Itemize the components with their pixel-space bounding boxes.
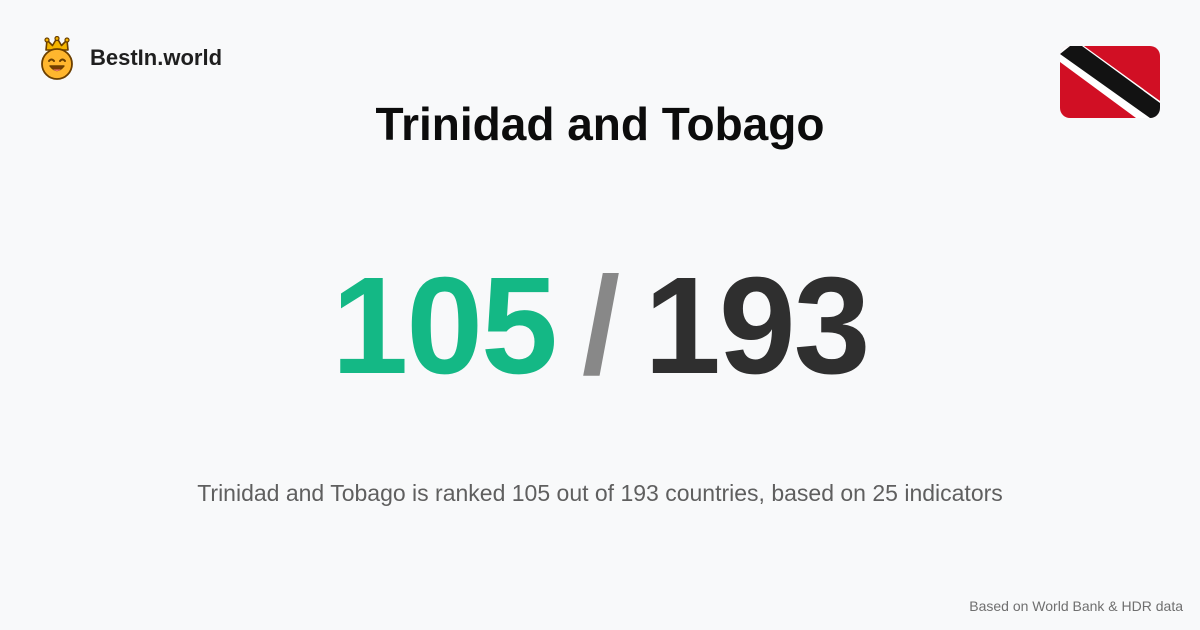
brand-name: BestIn.world xyxy=(90,45,223,70)
ranking-summary: Trinidad and Tobago is ranked 105 out of… xyxy=(197,480,1003,506)
crowned-smiley-icon xyxy=(41,36,73,80)
rank-separator: / xyxy=(581,249,620,403)
page-title: Trinidad and Tobago xyxy=(375,98,825,150)
rank-total: 193 xyxy=(644,249,870,403)
rank-display: 105/193 xyxy=(0,256,1200,396)
source-note: Based on World Bank & HDR data xyxy=(969,598,1183,614)
trinidad-and-tobago-flag-icon xyxy=(1060,46,1160,118)
rank-value: 105 xyxy=(331,249,558,403)
brand[interactable]: BestIn.world xyxy=(38,36,222,80)
